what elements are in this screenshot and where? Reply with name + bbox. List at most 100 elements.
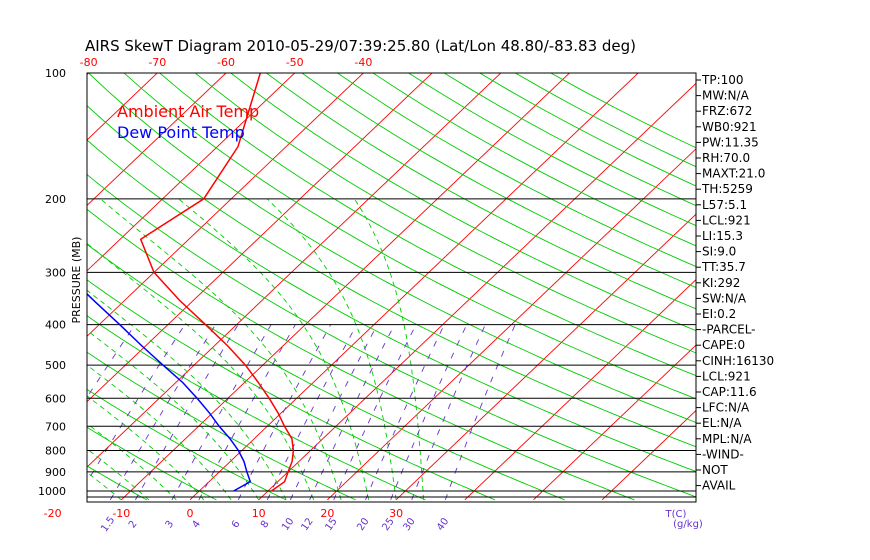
dry-adiabat-line [87,279,496,501]
index-label: MAXT:21.0 [702,167,765,181]
dry-adiabat-line [87,315,426,501]
pressure-tick-label: 800 [45,444,66,457]
mixing-ratio-tick-label: 2 [127,519,140,531]
mixing-ratio-tick-label: 4 [191,519,204,531]
index-label: AVAIL [702,479,736,493]
grid-layer [0,73,696,501]
mixing-ratio-tick-label: 30 [401,516,417,533]
dry-adiabat-line [87,173,696,498]
index-label: SI:9.0 [702,245,736,259]
mixing-ratio-tick-label: 3 [164,519,177,531]
index-label: TH:5259 [701,182,753,196]
top-temp-tick-label: -40 [354,56,372,69]
pressure-tick-label: 900 [45,466,66,479]
legend: Ambient Air Temp Dew Point Temp [117,102,259,142]
index-label: SW:N/A [702,291,747,305]
mixing-ratio-tick-label: 10 [280,516,296,533]
index-label: CAP:11.6 [702,385,757,399]
legend-item-ambient-air-temp: Ambient Air Temp [117,102,259,121]
dry-adiabat-line [549,73,696,149]
dry-adiabat-line [159,73,696,377]
mixing-ratio-line [309,324,395,501]
dry-adiabat-line [87,105,696,448]
index-label: CAPE:0 [702,338,745,352]
moist-adiabat-line [87,289,287,501]
mixing-ratio-tick-label: 40 [435,516,451,533]
pressure-tick-label: 1000 [38,485,66,498]
top-temp-tick-label: -50 [286,56,304,69]
bottom-temp-tick-label: -20 [44,507,62,520]
index-label: MPL:N/A [702,432,752,446]
moist-adiabat-line [87,448,150,501]
index-label: KI:292 [702,276,740,290]
index-label: TT:35.7 [701,260,746,274]
isotherm-line [120,73,571,501]
mixing-ratio-tick-label: 6 [230,519,243,531]
mixing-ratio-line [135,324,239,501]
index-label: LCL:921 [702,213,751,227]
mixing-ratio-line [109,324,216,501]
mixing-ratio-line [333,324,417,501]
top-temp-tick-label: -80 [80,56,98,69]
dry-adiabat-line [123,73,696,400]
chart-title: AIRS SkewT Diagram 2010-05-29/07:39:25.8… [85,37,636,55]
bottom-temp-tick-label: 30 [389,507,403,520]
dry-adiabat-line [372,73,696,247]
moist-adiabat-line [87,423,177,501]
index-label: CINH:16130 [702,354,774,368]
index-label: LI:15.3 [702,229,743,243]
index-label: FRZ:672 [702,104,752,118]
moist-adiabat-line [87,329,260,501]
temp-unit-label: T(C) [665,509,687,520]
isotherm-line [601,409,696,501]
pressure-tick-label: 100 [45,67,66,80]
mixing-ratio-line [0,325,31,500]
mixing-ratio-line [411,324,486,501]
dry-adiabat-line [87,208,635,501]
isotherm-line [87,73,433,403]
index-label: L57:5.1 [702,198,747,212]
pressure-tick-label: 600 [45,392,66,405]
pressure-tick-label: 300 [45,266,66,279]
dew-point-temp-line [87,292,252,492]
dry-adiabat-line [87,388,287,501]
index-label: WB0:921 [702,120,757,134]
isotherm-line [464,279,696,501]
dry-adiabat-line [87,426,217,501]
pressure-tick-label: 200 [45,193,66,206]
dry-adiabat-line [230,73,696,332]
isotherm-line [87,73,158,141]
series-layer [87,73,295,492]
isotherm-line [258,82,696,501]
pressure-tick-label: 700 [45,420,66,433]
top-temp-tick-label: -70 [148,56,166,69]
dry-adiabat-line [194,73,696,354]
mixing-ratio-tick-label: 8 [259,519,272,531]
top-temp-tick-label: -60 [217,56,235,69]
index-label: MW:N/A [702,89,750,103]
mixing-ratio-line [87,324,186,483]
mixing-ratio-line [87,324,136,399]
mixing-ratio-line [365,324,445,501]
dry-adiabat-line [87,465,147,501]
index-label: RH:70.0 [702,151,750,165]
moist-adiabat-line [354,198,425,500]
moist-adiabat-line [178,198,370,500]
index-label: -WIND- [702,447,744,461]
mixing-ratio-line [237,324,332,501]
mixing-ratio-tick-label: 12 [299,516,315,533]
bottom-temp-tick-label: 0 [187,507,194,520]
moist-adiabat-line [87,395,205,501]
mixing-ratio-tick-label: 20 [355,516,371,533]
isotherm-line [87,73,365,337]
dry-adiabat-line [87,139,696,472]
isotherm-line [189,73,639,501]
mixing-ratio-unit-label: (g/kg) [673,519,703,530]
bottom-temp-tick-label: 20 [320,507,334,520]
index-label: TP:100 [701,73,744,87]
dry-adiabat-line [87,73,696,423]
isotherm-line [87,73,502,468]
legend-item-dew-point-temp: Dew Point Temp [117,123,245,142]
mixing-ratio-line [289,324,378,501]
